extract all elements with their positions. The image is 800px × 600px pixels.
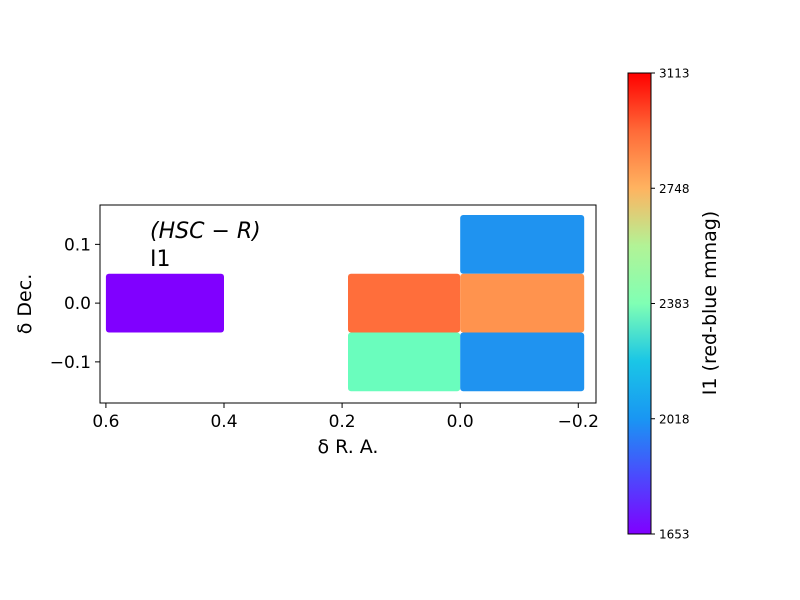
heatmap-cell xyxy=(348,332,461,392)
colorbar-tick-label: 2748 xyxy=(659,182,690,196)
y-tick-label: −0.1 xyxy=(50,353,91,373)
heatmap-cells xyxy=(105,214,585,392)
heatmap-cell xyxy=(460,273,585,333)
x-tick-label: 0.4 xyxy=(210,412,237,432)
annotation-filter: (HSC − R) xyxy=(150,219,261,244)
x-tick-label: −0.2 xyxy=(558,412,599,432)
x-tick-label: 0.2 xyxy=(329,412,356,432)
plot-frame xyxy=(99,204,597,404)
colorbar-tick-label: 3113 xyxy=(659,67,690,81)
heatmap-cell xyxy=(460,214,585,274)
y-axis-label: δ Dec. xyxy=(14,274,36,334)
heatmap-cell xyxy=(105,273,224,333)
colorbar-tick-label: 1653 xyxy=(659,528,690,542)
annotation-label: I1 xyxy=(150,247,171,272)
colorbar xyxy=(627,72,652,535)
colorbar-label: I1 (red-blue mmag) xyxy=(699,211,721,395)
x-tick-label: 0.6 xyxy=(92,412,119,432)
heatmap-cell xyxy=(460,332,585,392)
heatmap-cell xyxy=(348,273,461,333)
x-axis-ticks: 0.6 0.4 0.2 0.0 −0.2 xyxy=(92,403,599,432)
y-axis-ticks: 0.1 0.0 −0.1 xyxy=(50,235,100,373)
x-tick-label: 0.0 xyxy=(447,412,474,432)
colorbar-ticks: 1653 2018 2383 2748 3113 xyxy=(651,67,690,542)
y-tick-label: 0.0 xyxy=(64,294,91,314)
colorbar-tick-label: 2018 xyxy=(659,412,690,426)
colorbar-tick-label: 2383 xyxy=(659,297,690,311)
x-axis-label: δ R. A. xyxy=(318,436,379,458)
y-tick-label: 0.1 xyxy=(64,235,91,255)
